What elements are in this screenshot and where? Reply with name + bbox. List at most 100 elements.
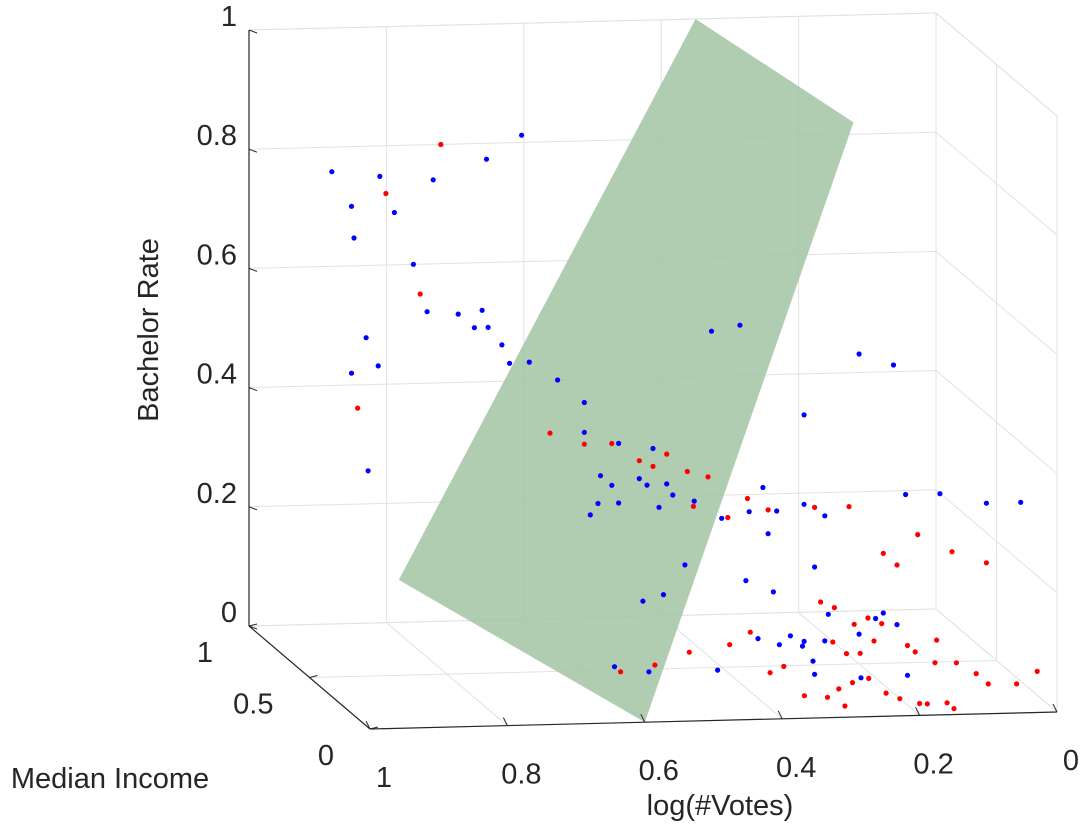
red-point [824,694,831,700]
z-tick [248,387,258,392]
blue-point [471,325,477,331]
z-tick-label: 0 [221,597,237,629]
red-point [949,549,955,555]
blue-point [825,611,831,617]
blue-point [329,169,335,175]
red-point [831,605,838,611]
x-tick [365,720,371,730]
red-point [865,615,871,621]
blue-point [715,667,721,673]
red-point [924,701,930,707]
red-point [690,503,697,509]
blue-point [363,335,369,341]
blue-point [856,631,862,637]
regression-plane [398,18,854,723]
red-point [684,468,690,475]
blue-point [455,311,461,317]
axes [248,29,1058,730]
blue-point [670,492,676,498]
blue-point [664,481,670,487]
blue-point [799,643,806,649]
blue-point [787,633,794,639]
blue-point [904,672,911,678]
blue-point [377,173,383,179]
blue-point [765,531,771,537]
red-point [581,441,587,447]
red-point [767,670,773,676]
fitted-plane [398,18,854,723]
blue-point [682,562,688,568]
red-point [818,599,824,605]
blue-point [858,675,864,681]
blue-point [856,351,862,357]
blue-point [640,598,646,604]
blue-point [719,515,725,521]
x-tick [1052,703,1058,713]
z-tick-label: 0.6 [197,239,237,271]
blue-point [348,370,355,376]
x-tick-label: 0.2 [913,748,953,780]
red-point [836,686,842,692]
x-tick-label: 0.4 [776,752,816,784]
blue-point [812,671,818,677]
x-axis-line [369,711,1058,730]
blue-point [743,578,749,584]
red-point [951,706,957,712]
y-tick [309,675,318,678]
x-tick-label: 0 [1063,745,1079,777]
box-edge [248,12,937,31]
red-point [1014,681,1020,687]
blue-point [351,235,357,241]
z-tick-label: 1 [221,1,237,33]
z-tick-label: 0.2 [197,478,237,510]
blue-point [644,482,650,488]
gridline [935,370,1058,474]
z-tick [248,506,258,511]
red-point [664,451,670,457]
red-point [973,671,979,677]
blue-point [410,261,416,267]
blue-point [646,669,652,675]
blue-point [348,203,355,209]
red-point [355,405,361,411]
red-point [985,681,991,687]
x-tick-label: 0.8 [501,759,541,791]
blue-point [903,491,909,498]
red-point [857,650,863,656]
blue-point [479,307,485,313]
red-point [801,693,808,699]
y-tick [369,726,379,730]
blue-point [660,592,667,598]
red-point [849,680,856,686]
x-tick [502,717,508,726]
blue-point [636,476,642,482]
red-point [744,495,751,502]
red-point [897,696,903,702]
red-point [417,291,423,297]
red-point [830,639,836,645]
red-point [609,440,615,447]
gridline [935,489,1058,594]
x-tick [777,710,783,720]
blue-point [597,473,604,479]
blue-point [801,638,807,645]
blue-point [822,513,828,519]
red-point [983,560,990,566]
red-point [880,550,886,557]
blue-point [595,500,601,507]
red-point [727,642,733,648]
blue-point [760,484,766,491]
blue-point [801,501,807,507]
red-point [871,638,877,644]
blue-point [650,445,656,452]
x-tick [640,713,646,723]
blue-point [822,638,828,644]
gridline [935,131,1058,236]
red-point [705,474,711,480]
red-point [1034,668,1040,675]
red-point [636,458,642,464]
red-point [618,669,624,675]
red-point [912,649,918,655]
blue-point [611,664,618,670]
